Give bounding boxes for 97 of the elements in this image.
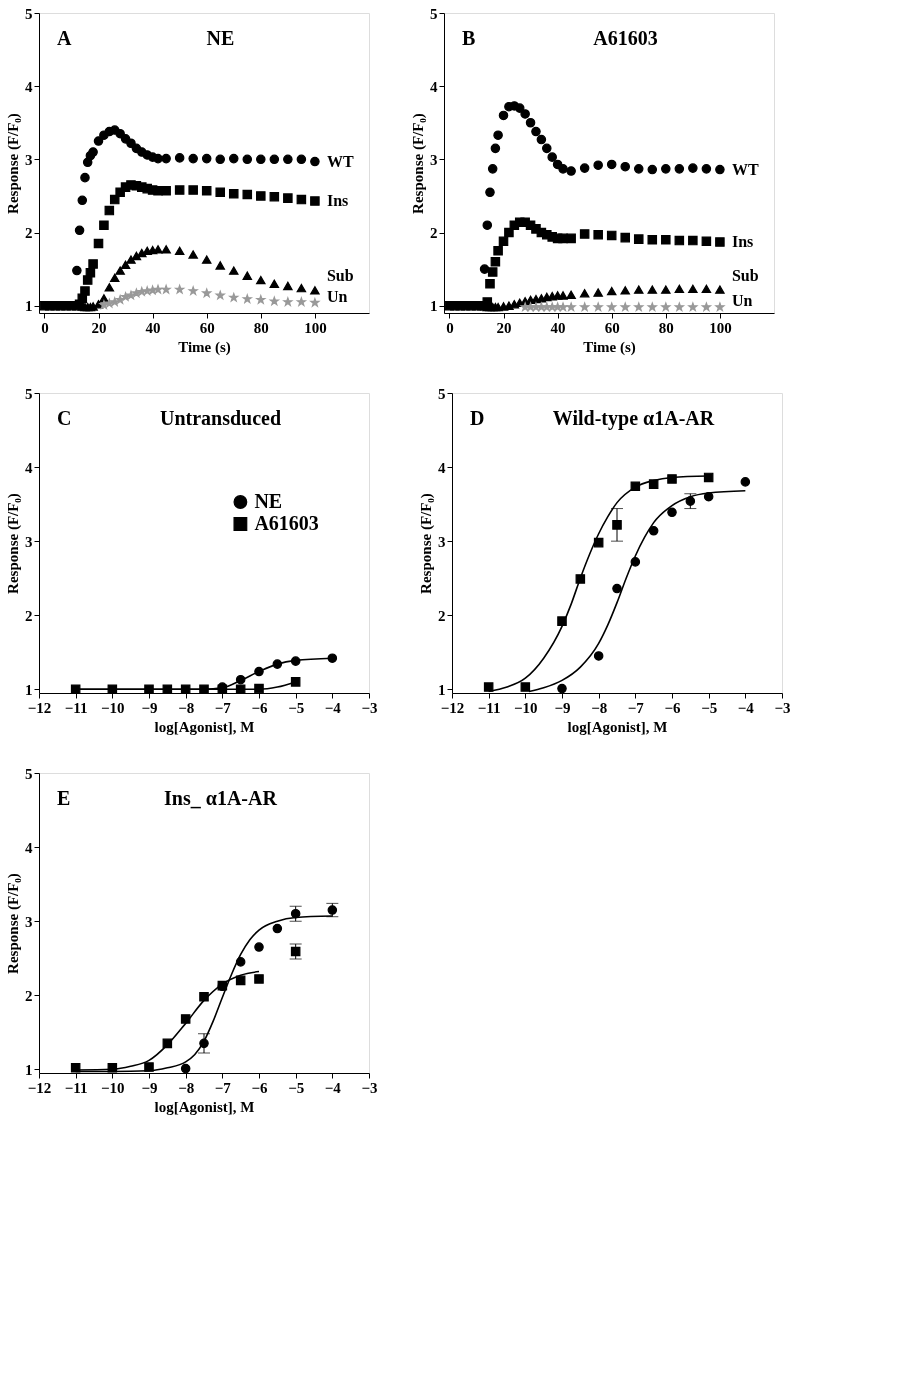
y-tick-label: 1	[430, 298, 438, 315]
x-tick-label: −8	[591, 699, 608, 716]
x-tick-label: −7	[214, 1079, 232, 1096]
y-tick-label: 1	[25, 298, 33, 315]
x-tick-label: −9	[554, 699, 571, 716]
x-tick-label: −7	[627, 699, 645, 716]
series-label: Ins	[731, 233, 754, 251]
y-tick-label: 4	[25, 78, 33, 95]
x-tick-label: −12	[440, 699, 465, 716]
annotation: D	[470, 407, 485, 429]
y-tick-label: 5	[25, 765, 33, 782]
y-tick-label: 2	[25, 225, 33, 242]
x-tick-label: 60	[199, 319, 215, 336]
x-tick-label: 20	[496, 319, 512, 336]
x-axis-title: log[Agonist], M	[567, 718, 668, 735]
x-tick-label: −8	[178, 699, 195, 716]
y-tick-label: 3	[430, 151, 438, 168]
series-label: Sub	[731, 266, 759, 284]
x-tick-label: 100	[709, 319, 732, 336]
y-tick-label: 2	[438, 607, 446, 624]
y-tick-label: 2	[25, 607, 33, 624]
x-tick-label: −4	[324, 699, 342, 716]
legend-label: A61603	[254, 512, 319, 534]
y-tick-label: 5	[25, 5, 33, 22]
x-tick-label: 40	[550, 319, 566, 336]
annotation: E	[57, 787, 71, 809]
y-tick-label: 5	[430, 5, 438, 22]
x-tick-label: 60	[604, 319, 620, 336]
annotation: A	[57, 27, 72, 49]
x-tick-label: −3	[361, 699, 378, 716]
x-tick-label: −11	[64, 699, 88, 716]
x-tick-label: −6	[664, 699, 682, 716]
x-tick-label: −12	[27, 1079, 52, 1096]
x-tick-label: −4	[324, 1079, 342, 1096]
series-label: Un	[731, 292, 753, 310]
x-axis-title: log[Agonist], M	[154, 1098, 255, 1115]
text: Ins_ α1A-AR	[164, 787, 278, 809]
x-tick-label: 0	[446, 319, 454, 336]
x-tick-label: −9	[141, 1079, 158, 1096]
annotation: B	[462, 27, 476, 49]
series-label: WT	[326, 152, 354, 170]
x-tick-label: −12	[27, 699, 52, 716]
y-axis-title: Response (F/F₀)	[5, 873, 22, 974]
y-tick-label: 4	[25, 839, 33, 856]
y-tick-label: 1	[25, 681, 33, 698]
x-tick-label: −11	[64, 1079, 88, 1096]
x-tick-label: 100	[304, 319, 327, 336]
x-tick-label: −11	[477, 699, 501, 716]
x-tick-label: −10	[101, 699, 125, 716]
series-label: Sub	[326, 267, 354, 285]
text: Untransduced	[159, 407, 282, 429]
legend-label: NE	[254, 490, 283, 512]
series-label: Un	[326, 287, 348, 305]
x-tick-label: −6	[251, 699, 269, 716]
annotation: C	[57, 407, 72, 429]
y-tick-label: 3	[25, 913, 33, 930]
x-tick-label: −9	[141, 699, 158, 716]
y-tick-label: 5	[438, 385, 446, 402]
x-tick-label: −3	[361, 1079, 378, 1096]
y-tick-label: 4	[430, 78, 438, 95]
x-axis-title: log[Agonist], M	[154, 718, 255, 735]
y-tick-label: 1	[25, 1061, 33, 1078]
x-tick-label: 0	[41, 319, 49, 336]
series-label: WT	[731, 160, 759, 178]
y-axis-title: Response (F/F₀)	[410, 113, 427, 214]
x-tick-label: −4	[737, 699, 755, 716]
y-axis-title: Response (F/F₀)	[5, 113, 22, 214]
x-tick-label: −3	[774, 699, 791, 716]
y-tick-label: 3	[25, 151, 33, 168]
x-tick-label: −5	[288, 1079, 305, 1096]
text: Wild-type α1A-AR	[552, 407, 715, 430]
x-tick-label: −7	[214, 699, 232, 716]
text: NE	[206, 27, 235, 49]
y-tick-label: 4	[25, 459, 33, 476]
y-axis-title: Response (F/F₀)	[5, 493, 22, 594]
series-label: Ins	[326, 192, 349, 210]
x-tick-label: −10	[101, 1079, 125, 1096]
y-axis-title: Response (F/F₀)	[418, 493, 435, 594]
y-tick-label: 1	[438, 681, 446, 698]
x-tick-label: 40	[145, 319, 161, 336]
x-tick-label: −8	[178, 1079, 195, 1096]
y-tick-label: 3	[438, 533, 446, 550]
x-tick-label: 80	[658, 319, 674, 336]
y-tick-label: 2	[430, 225, 438, 242]
y-tick-label: 2	[25, 987, 33, 1004]
x-tick-label: −6	[251, 1079, 269, 1096]
x-tick-label: 20	[91, 319, 107, 336]
x-axis-title: Time (s)	[178, 338, 231, 356]
x-tick-label: −5	[288, 699, 305, 716]
y-tick-label: 5	[25, 385, 33, 402]
y-tick-label: 4	[438, 459, 446, 476]
x-axis-title: Time (s)	[583, 338, 636, 356]
text: A61603	[593, 27, 658, 49]
y-tick-label: 3	[25, 533, 33, 550]
x-tick-label: −10	[514, 699, 538, 716]
x-tick-label: −5	[701, 699, 718, 716]
x-tick-label: 80	[253, 319, 269, 336]
